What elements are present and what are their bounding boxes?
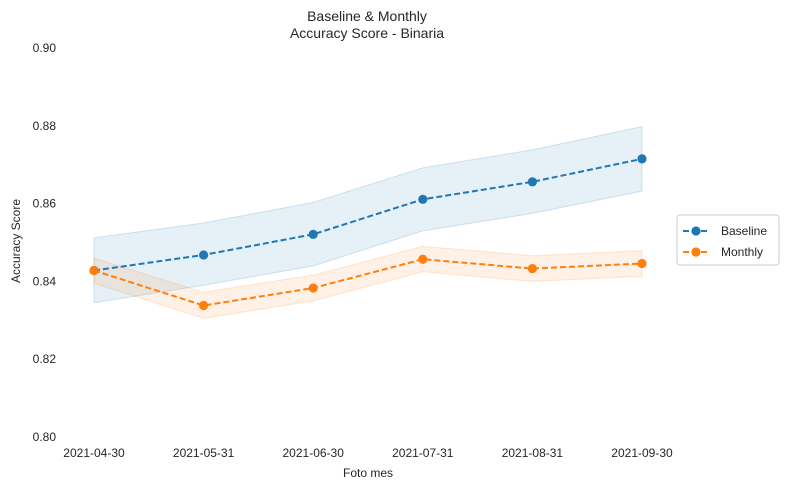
data-point-baseline — [637, 154, 647, 164]
x-tick-label: 2021-09-30 — [611, 446, 673, 460]
series-line-baseline — [93, 157, 643, 272]
data-point-monthly — [527, 263, 538, 274]
y-tick-label: 0.84 — [33, 274, 57, 288]
band-baseline — [93, 125, 643, 304]
legend-marker-monthly — [691, 247, 701, 257]
data-point-baseline — [308, 229, 318, 239]
series-line-monthly — [93, 258, 643, 307]
chart-title: Baseline & Monthly — [307, 8, 427, 24]
legend-label-baseline: Baseline — [721, 224, 767, 238]
x-tick-label: 2021-04-30 — [63, 446, 125, 460]
data-point-baseline — [418, 194, 428, 204]
data-point-monthly — [637, 258, 647, 269]
y-tick-label: 0.82 — [33, 352, 57, 366]
plot-area: 0.80 0.82 0.84 0.86 0.88 0.90 2021-04-30 2021-0… — [33, 41, 673, 460]
data-point-monthly — [418, 254, 428, 264]
data-point-monthly — [199, 300, 209, 311]
data-point-baseline — [527, 177, 538, 187]
data-point-baseline — [199, 250, 209, 260]
y-tick-label: 0.86 — [33, 197, 57, 211]
x-axis-label: Foto mes — [343, 466, 393, 480]
data-point-monthly — [308, 283, 318, 293]
x-tick-label: 2021-06-30 — [283, 446, 345, 460]
legend-marker-baseline — [691, 226, 701, 236]
y-axis-label: Accuracy Score — [9, 199, 23, 283]
legend: Baseline Monthly — [676, 214, 780, 266]
data-point-monthly — [89, 265, 99, 276]
band-monthly — [93, 245, 643, 319]
legend-label-monthly: Monthly — [721, 245, 763, 259]
y-tick-label: 0.90 — [33, 41, 57, 55]
x-tick-label: 2021-07-31 — [392, 446, 454, 460]
x-tick-label: 2021-05-31 — [173, 446, 235, 460]
x-tick-label: 2021-08-31 — [502, 446, 564, 460]
y-tick-label: 0.80 — [33, 430, 57, 444]
y-tick-label: 0.88 — [33, 119, 57, 133]
chart-subtitle: Accuracy Score - Binaria — [290, 25, 444, 41]
